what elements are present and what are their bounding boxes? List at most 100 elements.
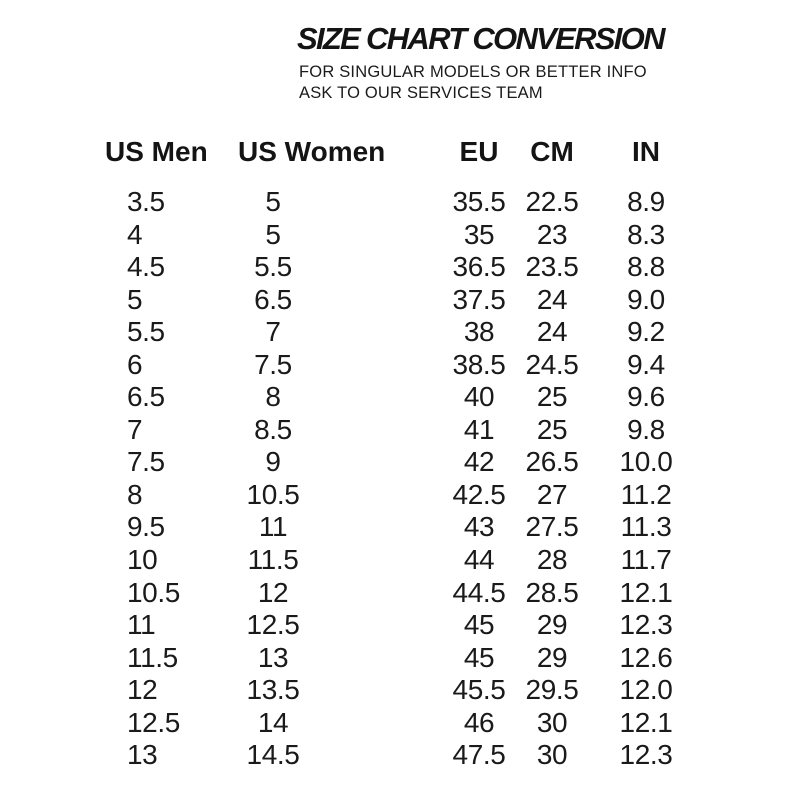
table-row: 7.5 9 42 26.5 10.0 xyxy=(0,446,800,479)
cell-in: 9.8 xyxy=(627,413,665,445)
cell-cm: 25 xyxy=(536,413,568,445)
table-row: 3.5 5 35.5 22.5 8.9 xyxy=(0,186,800,219)
cell-us-women: 11 xyxy=(258,511,288,543)
page-subtitle-line2: ASK TO OUR SERVICES TEAM xyxy=(299,84,543,102)
cell-cm: 24.5 xyxy=(525,348,579,380)
page-title: SIZE CHART CONVERSION xyxy=(297,21,665,56)
cell-us-women: 13 xyxy=(257,641,289,673)
cell-us-women: 8.5 xyxy=(254,413,292,445)
cell-eu: 46 xyxy=(463,706,495,738)
column-header-in: IN xyxy=(632,136,660,167)
cell-in: 8.8 xyxy=(627,251,665,283)
table-row: 11.5 13 45 29 12.6 xyxy=(0,642,800,675)
cell-us-women: 7.5 xyxy=(254,348,292,380)
table-body: 3.5 5 35.5 22.5 8.9 4 5 35 23 8.3 4.5 5.5 36.5 23.5 8.… xyxy=(0,186,800,772)
cell-eu: 43 xyxy=(463,511,495,543)
cell-in: 9.4 xyxy=(627,348,665,380)
cell-us-men: 12 xyxy=(127,674,158,706)
cell-eu: 44.5 xyxy=(452,576,506,608)
table-row: 10 11.5 44 28 11.7 xyxy=(0,544,800,577)
cell-eu: 45.5 xyxy=(452,674,506,706)
cell-cm: 23 xyxy=(536,218,568,250)
cell-cm: 30 xyxy=(536,739,568,771)
cell-in: 9.0 xyxy=(627,283,665,315)
cell-cm: 25 xyxy=(536,381,568,413)
table-row: 4.5 5.5 36.5 23.5 8.8 xyxy=(0,251,800,284)
cell-us-men: 5 xyxy=(127,283,143,315)
cell-in: 11.2 xyxy=(620,478,672,510)
cell-eu: 45 xyxy=(463,641,495,673)
cell-us-men: 9.5 xyxy=(127,511,165,543)
cell-cm: 23.5 xyxy=(525,251,579,283)
page-subtitle: FOR SINGULAR MODELS OR BETTER INFO ASK T… xyxy=(299,62,647,104)
cell-us-women: 12 xyxy=(257,576,289,608)
cell-in: 11.7 xyxy=(620,544,672,576)
cell-cm: 24 xyxy=(536,283,568,315)
page-subtitle-line1: FOR SINGULAR MODELS OR BETTER INFO xyxy=(299,63,647,81)
cell-us-women: 8 xyxy=(265,381,281,413)
column-header-us-women: US Women xyxy=(238,136,386,167)
cell-cm: 22.5 xyxy=(525,186,579,217)
cell-us-men: 4 xyxy=(127,218,143,250)
cell-in: 8.9 xyxy=(627,186,665,217)
cell-cm: 24 xyxy=(536,316,568,348)
table-row: 11 12.5 45 29 12.3 xyxy=(0,609,800,642)
cell-us-women: 7 xyxy=(265,316,281,348)
cell-cm: 30 xyxy=(536,706,568,738)
cell-us-men: 6 xyxy=(127,348,143,380)
cell-eu: 35 xyxy=(463,218,495,250)
cell-us-women: 12.5 xyxy=(246,609,300,641)
cell-eu: 37.5 xyxy=(452,283,506,315)
cell-us-men: 13 xyxy=(127,739,158,771)
cell-cm: 29.5 xyxy=(525,674,579,706)
cell-us-women: 9 xyxy=(265,446,281,478)
cell-eu: 44 xyxy=(463,544,495,576)
cell-eu: 47.5 xyxy=(452,739,506,771)
cell-eu: 42 xyxy=(463,446,495,478)
cell-eu: 41 xyxy=(463,413,495,445)
cell-in: 9.2 xyxy=(627,316,665,348)
cell-in: 12.1 xyxy=(619,576,673,608)
cell-us-women: 10.5 xyxy=(246,478,300,510)
cell-in: 11.3 xyxy=(620,511,672,543)
cell-cm: 27.5 xyxy=(525,511,579,543)
cell-in: 12.1 xyxy=(619,706,673,738)
cell-us-women: 6.5 xyxy=(254,283,292,315)
cell-cm: 27 xyxy=(536,478,568,510)
table-row: 4 5 35 23 8.3 xyxy=(0,219,800,252)
column-header-us-men: US Men xyxy=(105,136,208,167)
cell-cm: 26.5 xyxy=(525,446,579,478)
cell-us-men: 11 xyxy=(127,609,156,641)
table-row: 7 8.5 41 25 9.8 xyxy=(0,414,800,447)
cell-us-women: 14 xyxy=(257,706,289,738)
cell-in: 8.3 xyxy=(627,218,665,250)
cell-us-men: 7 xyxy=(127,413,143,445)
table-row: 9.5 11 43 27.5 11.3 xyxy=(0,511,800,544)
cell-us-men: 11.5 xyxy=(127,641,178,673)
cell-in: 12.3 xyxy=(619,739,673,771)
cell-us-women: 13.5 xyxy=(246,674,300,706)
table-row: 12 13.5 45.5 29.5 12.0 xyxy=(0,674,800,707)
cell-eu: 38.5 xyxy=(452,348,506,380)
cell-us-women: 5.5 xyxy=(254,251,292,283)
cell-cm: 28.5 xyxy=(525,576,579,608)
table-row: 12.5 14 46 30 12.1 xyxy=(0,707,800,740)
table-row: 10.5 12 44.5 28.5 12.1 xyxy=(0,577,800,610)
column-header-eu: EU xyxy=(459,136,499,167)
cell-eu: 38 xyxy=(463,316,495,348)
cell-us-men: 4.5 xyxy=(127,251,165,283)
table-row: 8 10.5 42.5 27 11.2 xyxy=(0,479,800,512)
cell-eu: 42.5 xyxy=(452,478,506,510)
cell-eu: 40 xyxy=(463,381,495,413)
cell-cm: 29 xyxy=(536,609,568,641)
cell-in: 12.6 xyxy=(619,641,673,673)
cell-us-men: 10 xyxy=(127,544,158,576)
table-row: 5.5 7 38 24 9.2 xyxy=(0,316,800,349)
cell-us-men: 6.5 xyxy=(127,381,165,413)
cell-eu: 35.5 xyxy=(452,186,506,217)
cell-us-men: 3.5 xyxy=(127,186,165,217)
cell-us-women: 5 xyxy=(265,186,281,217)
cell-in: 12.3 xyxy=(619,609,673,641)
column-header-cm: CM xyxy=(530,136,574,167)
